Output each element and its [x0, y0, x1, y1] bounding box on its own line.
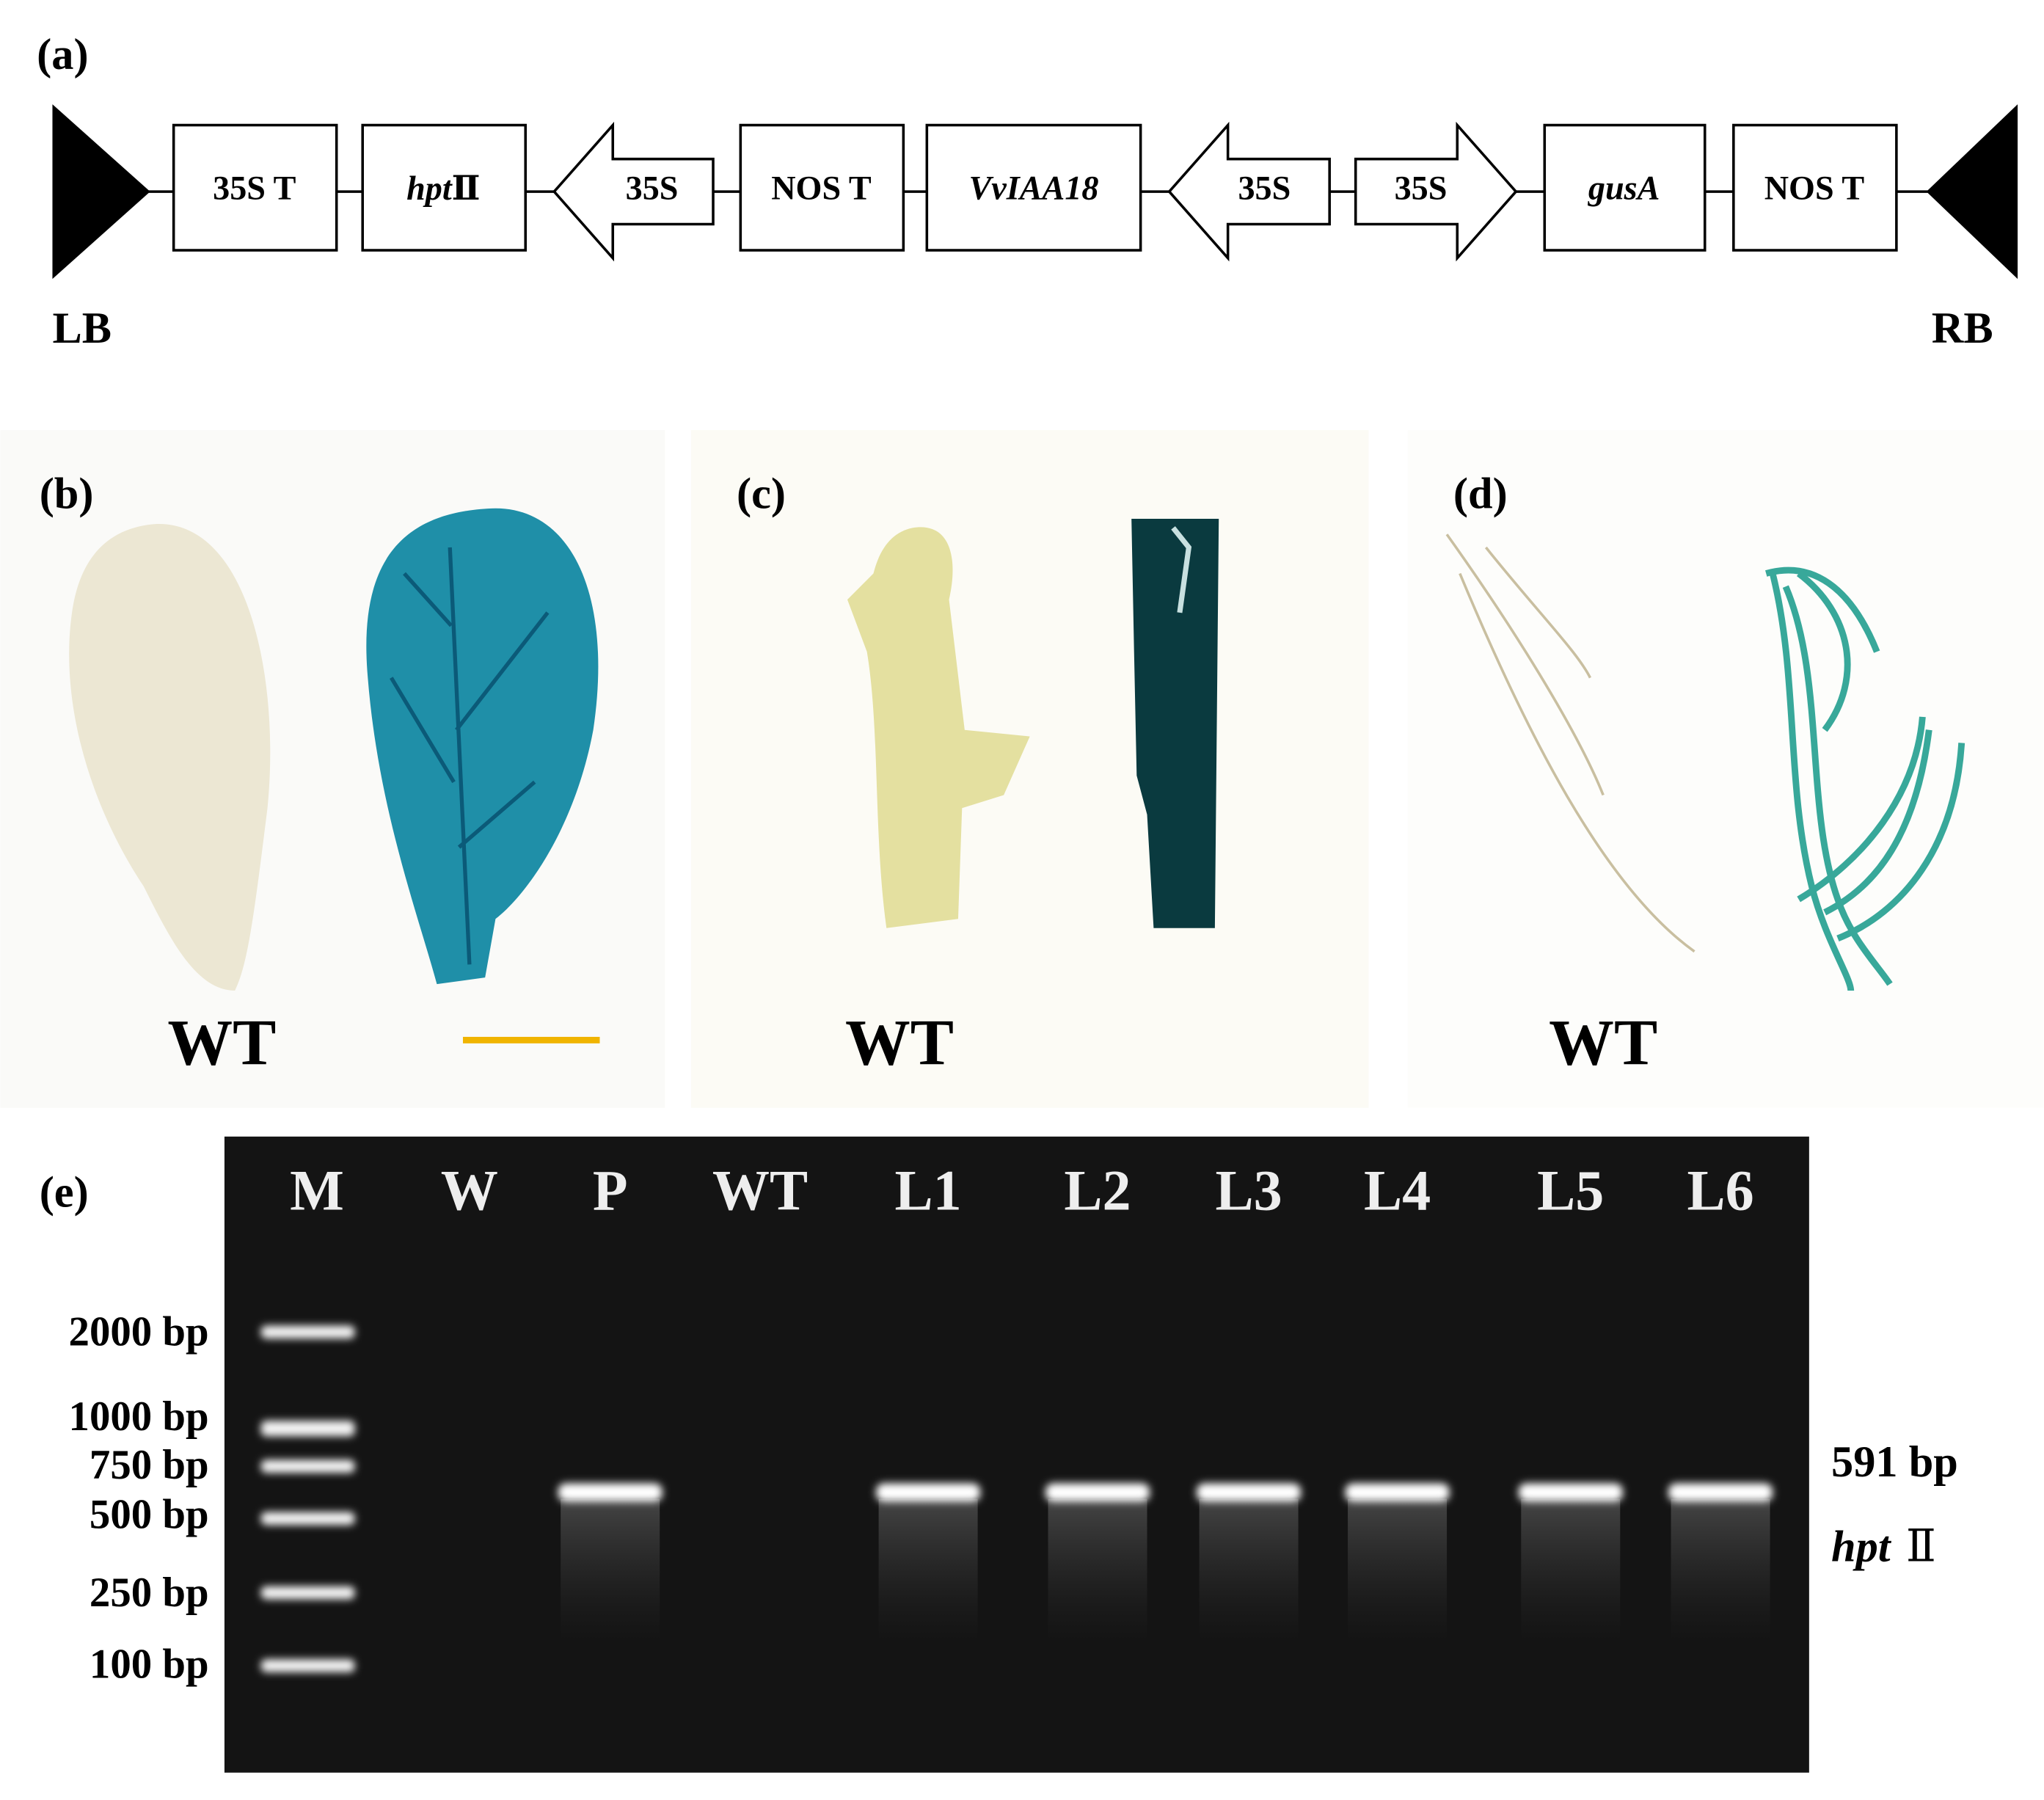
caption: WT	[1549, 1007, 1657, 1079]
band	[1518, 1483, 1623, 1502]
element-label: 35S	[626, 170, 679, 207]
element-label: gusA	[1588, 170, 1660, 207]
marker-label: 1000 bp	[69, 1393, 209, 1440]
lane-label: L2	[1064, 1159, 1131, 1223]
band	[876, 1483, 981, 1502]
stem-photo: (c) WT	[690, 430, 1369, 1108]
band	[1345, 1483, 1450, 1502]
marker-label: 2000 bp	[69, 1309, 209, 1355]
element-label: 35S T	[213, 170, 296, 207]
smear	[1199, 1498, 1299, 1643]
band	[1668, 1483, 1773, 1502]
element-label: VvIAA18	[968, 170, 1098, 207]
gel: (e) M W P WT L1 L2 L3 L4 L5 L6 2000 bp 1000 bp750 …	[40, 1136, 1958, 1773]
border-label: RB	[1932, 304, 1993, 353]
smear	[1671, 1498, 1770, 1643]
element-label: 35S	[1395, 170, 1448, 207]
construct-diagram: (a) LB RB 35S T hptⅡ 35S NOS T VvIAA18 3…	[37, 30, 2018, 353]
smear	[1521, 1498, 1621, 1643]
band	[1045, 1483, 1150, 1502]
smear	[1348, 1498, 1448, 1643]
band-size: 591 bp	[1831, 1438, 1958, 1487]
panel-label: (e)	[40, 1167, 89, 1217]
lane-label: WT	[712, 1159, 808, 1223]
lane-label: L4	[1364, 1159, 1431, 1223]
element-label: NOS T	[771, 170, 872, 207]
panel-label: (d)	[1453, 469, 1508, 518]
caption: WT	[167, 1007, 276, 1079]
band-gene: hpt Ⅱ	[1831, 1523, 1936, 1572]
lane-label: L6	[1687, 1159, 1753, 1223]
caption: WT	[845, 1007, 954, 1079]
lane-label: L1	[895, 1159, 962, 1223]
leaf-photo: (b) WT	[0, 430, 665, 1108]
element-label: 35S	[1238, 170, 1291, 207]
panel-label: (c)	[737, 469, 786, 518]
marker-label: 500 bp	[90, 1491, 209, 1537]
lane-label: L3	[1215, 1159, 1282, 1223]
marker-label: 100 bp	[90, 1642, 209, 1688]
marker-label: 250 bp	[90, 1570, 209, 1616]
smear	[878, 1498, 978, 1643]
root-photo: (d) WT	[1407, 430, 2044, 1108]
element-label: hptⅡ	[406, 170, 481, 207]
smear	[1048, 1498, 1147, 1643]
lane-label: P	[593, 1159, 628, 1223]
border-label: LB	[52, 304, 112, 353]
marker-label: 750 bp	[90, 1442, 209, 1488]
band	[558, 1483, 663, 1502]
smear	[561, 1498, 660, 1643]
panel-label: (b)	[40, 469, 94, 518]
band	[1197, 1483, 1302, 1502]
lane-label: L5	[1537, 1159, 1604, 1223]
panel-label: (a)	[37, 30, 88, 79]
lane-label: M	[290, 1159, 344, 1223]
element-label: NOS T	[1764, 170, 1865, 207]
lane-label: W	[441, 1159, 498, 1223]
